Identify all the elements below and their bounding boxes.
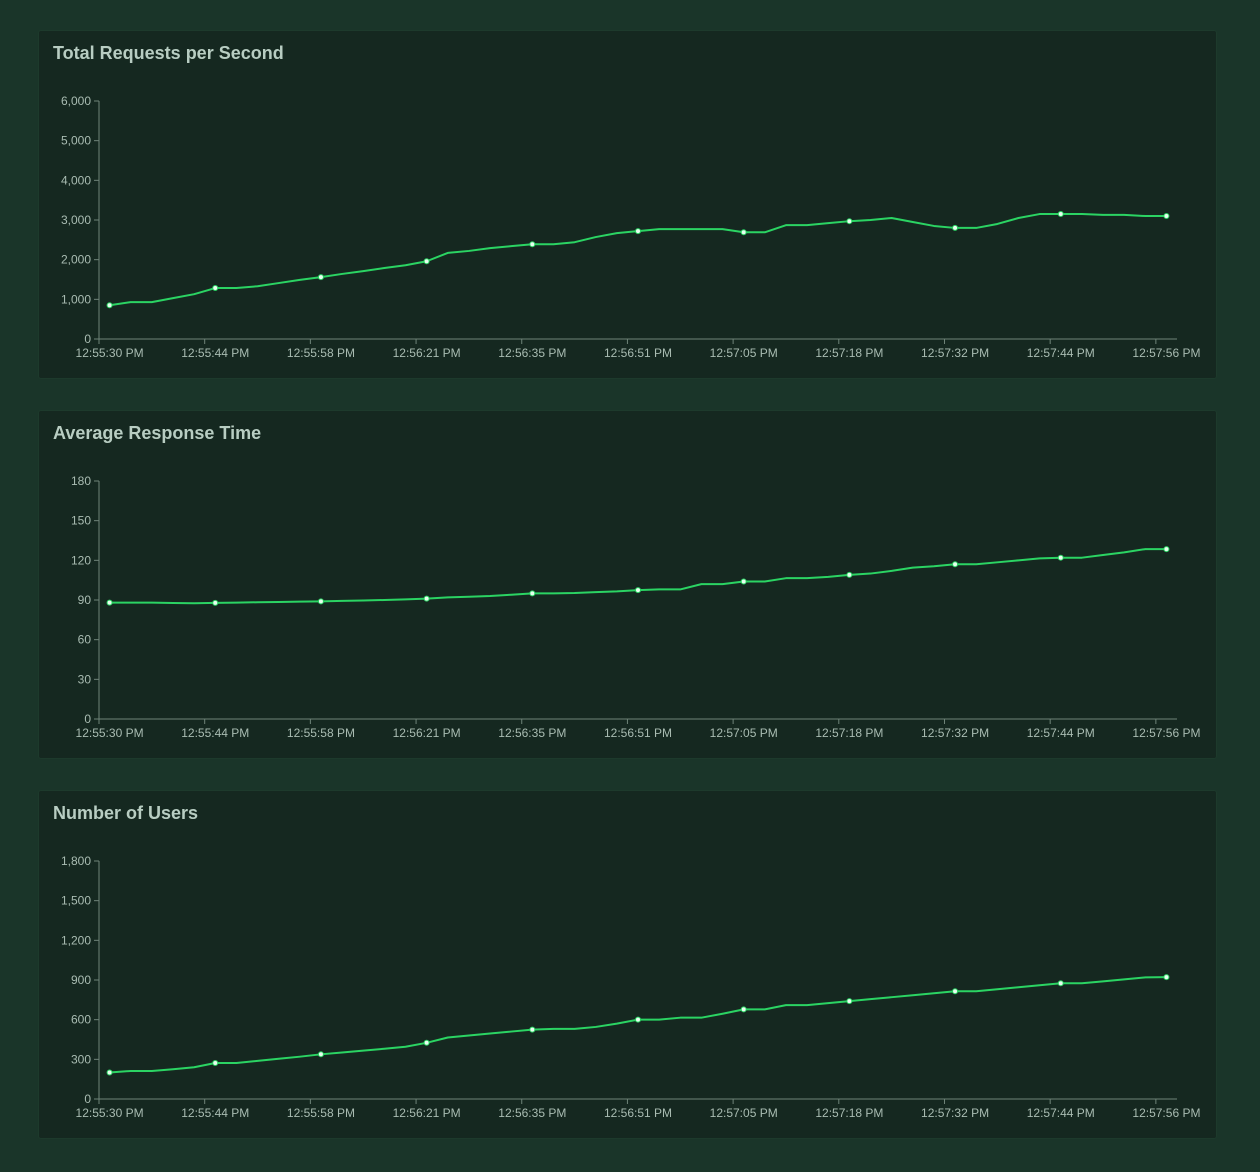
x-tick-label: 12:57:44 PM (1027, 346, 1095, 360)
y-tick-label: 5,000 (61, 134, 91, 148)
series-line (109, 548, 1167, 605)
x-tick-label: 12:56:35 PM (498, 346, 566, 360)
y-tick-label: 1,500 (61, 894, 91, 908)
x-tick-label: 12:57:56 PM (1132, 726, 1200, 740)
y-tick-label: 30 (78, 672, 92, 686)
chart-title: Total Requests per Second (53, 43, 284, 63)
y-tick-label: 300 (71, 1052, 91, 1066)
x-tick-label: 12:56:51 PM (604, 1106, 672, 1120)
y-tick-label: 120 (71, 553, 91, 567)
y-tick-label: 60 (78, 633, 92, 647)
rps-chart: 0 1,000 2,000 3,000 4,000 5,000 6,000 12:55:30 … (61, 94, 1200, 360)
series-line (109, 213, 1167, 307)
y-tick-label: 1,800 (61, 854, 91, 868)
data-point (952, 988, 959, 995)
data-point (1163, 213, 1170, 220)
data-point (1163, 546, 1170, 553)
data-point (529, 1026, 536, 1033)
x-tick-label: 12:55:58 PM (287, 1106, 355, 1120)
x-tick-label: 12:55:30 PM (76, 346, 144, 360)
data-point (846, 998, 853, 1005)
data-point (740, 1006, 747, 1013)
y-tick-label: 6,000 (61, 94, 91, 108)
data-point (1163, 974, 1170, 981)
y-tick-label: 1,000 (61, 292, 91, 306)
data-point (740, 229, 747, 236)
response-time-chart: 0 30 60 90 120 150 180 12:55:30 PM 12:55:44 PM 12… (71, 474, 1200, 740)
chart-panel-users: Number of Users 0 300 600 900 1,200 1,500 1,80… (38, 790, 1217, 1139)
x-tick-label: 12:57:05 PM (710, 1106, 778, 1120)
x-tick-label: 12:55:44 PM (181, 346, 249, 360)
x-tick-label: 12:55:30 PM (76, 1106, 144, 1120)
data-point (529, 590, 536, 597)
data-point (635, 1016, 641, 1023)
y-tick-label: 0 (84, 332, 91, 346)
y-tick-label: 4,000 (61, 173, 91, 187)
y-tick-label: 180 (71, 474, 91, 488)
chart-title: Average Response Time (53, 423, 262, 443)
data-point (212, 285, 219, 292)
data-point (1057, 211, 1064, 218)
x-tick-label: 12:56:51 PM (604, 726, 672, 740)
data-point (635, 228, 641, 235)
y-tick-label: 150 (71, 514, 91, 528)
x-tick-label: 12:57:44 PM (1027, 1106, 1095, 1120)
data-point (846, 218, 853, 225)
x-tick-label: 12:57:18 PM (815, 346, 883, 360)
data-point (1057, 980, 1064, 987)
y-tick-label: 90 (78, 593, 92, 607)
x-tick-label: 12:55:44 PM (181, 1106, 249, 1120)
x-tick-label: 12:57:32 PM (921, 346, 989, 360)
y-tick-label: 0 (84, 712, 91, 726)
x-tick-label: 12:56:21 PM (393, 1106, 461, 1120)
data-point (740, 578, 747, 585)
data-point (106, 1069, 113, 1076)
x-tick-label: 12:57:05 PM (710, 726, 778, 740)
data-point (212, 1060, 219, 1067)
y-tick-label: 3,000 (61, 213, 91, 227)
x-tick-label: 12:55:58 PM (287, 726, 355, 740)
data-point (106, 599, 113, 606)
x-tick-label: 12:55:44 PM (181, 726, 249, 740)
y-tick-label: 600 (71, 1013, 91, 1027)
x-tick-label: 12:57:56 PM (1132, 1106, 1200, 1120)
data-point (635, 587, 641, 594)
x-tick-label: 12:57:44 PM (1027, 726, 1095, 740)
chart-panel-response-time: Average Response Time 0 30 60 90 120 150 180 12… (38, 410, 1217, 759)
data-point (317, 274, 324, 281)
x-tick-label: 12:56:21 PM (393, 726, 461, 740)
data-point (212, 599, 219, 606)
data-point (952, 561, 959, 568)
y-tick-label: 1,200 (61, 933, 91, 947)
x-tick-label: 12:57:18 PM (815, 1106, 883, 1120)
data-point (1057, 554, 1064, 561)
x-tick-label: 12:57:56 PM (1132, 346, 1200, 360)
data-point (423, 1039, 430, 1046)
chart-title: Number of Users (53, 803, 199, 823)
y-tick-label: 2,000 (61, 253, 91, 267)
x-tick-label: 12:55:58 PM (287, 346, 355, 360)
users-chart: 0 300 600 900 1,200 1,500 1,800 12:55:30 PM 12:5… (61, 854, 1200, 1120)
x-tick-label: 12:56:35 PM (498, 1106, 566, 1120)
x-tick-label: 12:56:51 PM (604, 346, 672, 360)
x-tick-label: 12:57:05 PM (710, 346, 778, 360)
chart-panel-rps: Total Requests per Second 0 1,000 2,000 3,0… (38, 30, 1217, 379)
x-tick-label: 12:57:18 PM (815, 726, 883, 740)
y-tick-label: 0 (84, 1092, 91, 1106)
x-tick-label: 12:57:32 PM (921, 726, 989, 740)
x-tick-label: 12:55:30 PM (76, 726, 144, 740)
y-tick-label: 900 (71, 973, 91, 987)
x-tick-label: 12:57:32 PM (921, 1106, 989, 1120)
x-tick-label: 12:56:35 PM (498, 726, 566, 740)
data-point (529, 241, 536, 248)
data-point (106, 302, 113, 309)
x-tick-label: 12:56:21 PM (393, 346, 461, 360)
data-point (317, 598, 324, 605)
data-point (317, 1051, 324, 1058)
data-point (423, 258, 430, 265)
data-point (952, 224, 959, 231)
series-line (109, 976, 1167, 1074)
data-point (423, 595, 430, 602)
data-point (846, 571, 853, 578)
